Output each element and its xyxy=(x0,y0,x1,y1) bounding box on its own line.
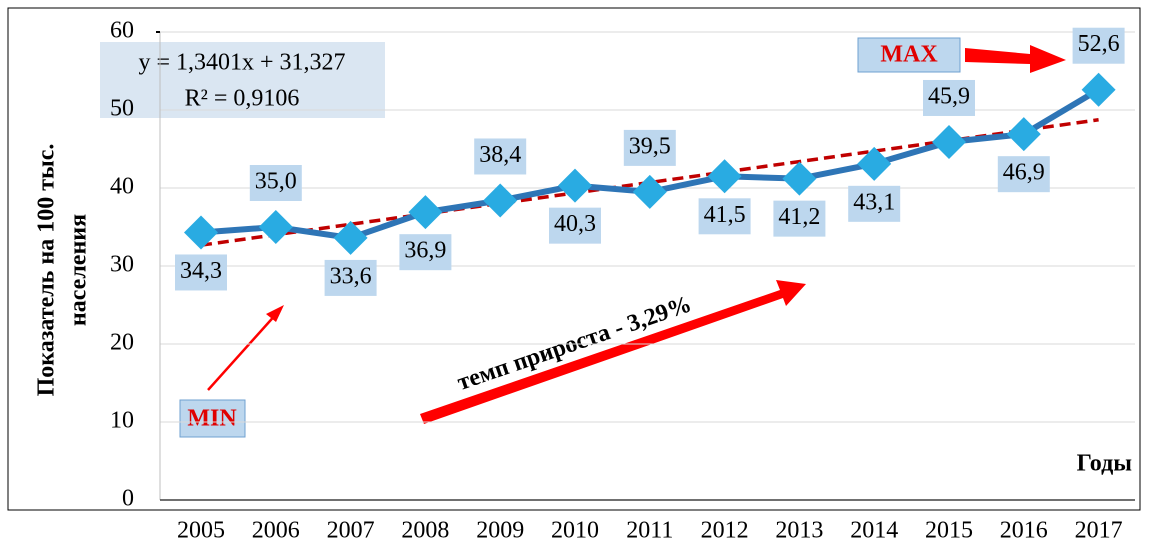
y-axis-label: Показатель на 100 тыс. xyxy=(34,144,60,397)
x-tick-label: 2009 xyxy=(476,518,524,544)
data-label-box xyxy=(399,234,452,271)
marker xyxy=(258,210,293,244)
data-label: 45,9 xyxy=(928,83,970,109)
data-label: 41,5 xyxy=(704,202,746,228)
data-label: 39,5 xyxy=(629,133,671,159)
min-box xyxy=(179,399,246,438)
data-label: 46,9 xyxy=(1003,160,1045,186)
data-label-box xyxy=(175,254,227,291)
y-axis-label: населения xyxy=(66,214,92,326)
x-tick-label: 2011 xyxy=(626,518,673,544)
marker xyxy=(932,124,966,159)
marker xyxy=(408,195,443,230)
y-tick-label: 30 xyxy=(110,252,134,278)
data-label-box xyxy=(773,200,826,237)
marker xyxy=(782,161,817,196)
data-label: 38,4 xyxy=(479,142,521,168)
max-box xyxy=(857,37,961,73)
data-label: 43,1 xyxy=(853,189,895,215)
data-label: 36,9 xyxy=(404,238,446,264)
y-tick-label: 0 xyxy=(122,486,134,512)
data-label-box xyxy=(1072,27,1125,64)
max-label: MAX xyxy=(880,42,938,68)
min-arrow-head xyxy=(266,305,284,322)
data-label: 34,3 xyxy=(180,258,222,284)
y-tick-label: 10 xyxy=(110,408,134,434)
x-tick-label: 2005 xyxy=(177,518,225,544)
equation-box xyxy=(100,42,385,118)
data-label-box xyxy=(997,156,1050,193)
y-tick-label: 40 xyxy=(110,174,134,200)
marker xyxy=(558,168,592,203)
data-label-box xyxy=(549,207,601,244)
data-label-box xyxy=(923,79,975,116)
data-label-box xyxy=(623,129,676,166)
data-label-box xyxy=(324,259,377,296)
data-label-box xyxy=(474,138,527,175)
y-tick-label: 60 xyxy=(110,18,134,44)
x-axis-label: Годы xyxy=(1077,451,1133,477)
marker xyxy=(632,174,667,209)
data-label: 35,0 xyxy=(255,169,297,195)
marker xyxy=(483,183,518,218)
x-tick-label: 2007 xyxy=(327,518,375,544)
data-label: 41,2 xyxy=(778,204,820,230)
y-tick-label: 20 xyxy=(110,330,134,356)
data-label: 33,6 xyxy=(330,263,372,289)
x-tick-label: 2015 xyxy=(925,518,973,544)
x-tick-label: 2006 xyxy=(252,518,300,544)
max-arrow xyxy=(965,45,1066,73)
x-tick-label: 2010 xyxy=(551,518,599,544)
data-label: 52,6 xyxy=(1078,31,1120,57)
x-tick-label: 2013 xyxy=(775,518,823,544)
trend-equation: y = 1,3401x + 31,327 xyxy=(138,50,345,76)
data-label-box xyxy=(249,165,302,201)
marker xyxy=(857,146,892,181)
trend-r2: R² = 0,9106 xyxy=(185,86,300,112)
x-tick-label: 2016 xyxy=(1000,518,1048,544)
growth-arrow xyxy=(420,280,806,424)
x-tick-label: 2008 xyxy=(401,518,449,544)
marker xyxy=(707,159,742,194)
x-tick-label: 2017 xyxy=(1075,518,1123,544)
y-tick-label: 50 xyxy=(110,96,134,122)
marker xyxy=(1081,72,1116,107)
marker xyxy=(1006,117,1041,152)
data-label: 40,3 xyxy=(554,211,596,237)
min-label: MIN xyxy=(187,406,237,432)
x-tick-label: 2014 xyxy=(850,518,898,544)
marker xyxy=(184,215,218,250)
data-label-box xyxy=(698,198,751,235)
data-label-box xyxy=(848,185,901,222)
x-tick-label: 2012 xyxy=(701,518,749,544)
min-arrow xyxy=(207,311,279,391)
marker xyxy=(333,220,368,255)
